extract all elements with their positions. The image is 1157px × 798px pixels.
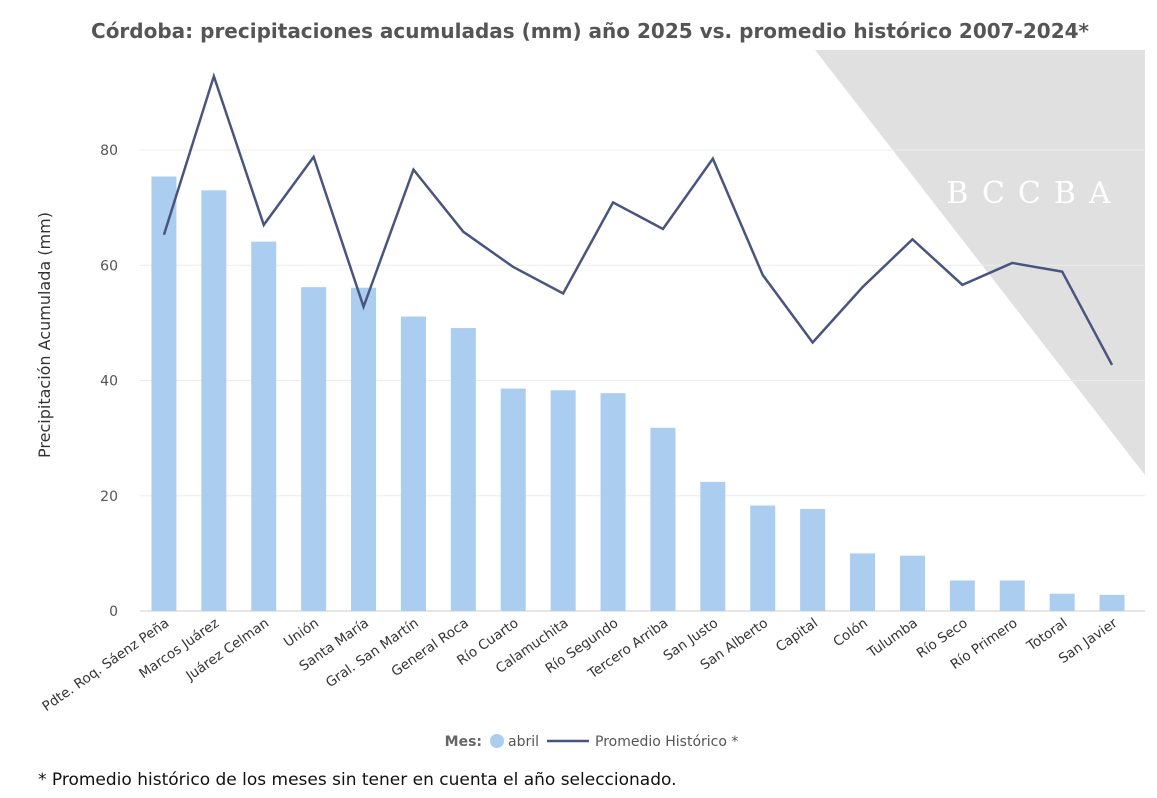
legend-title: Mes: — [445, 734, 482, 750]
x-tick-label: Juárez Celman — [182, 615, 272, 684]
plot-area — [140, 72, 1145, 612]
y-axis-label: Precipitación Acumulada (mm) — [35, 212, 54, 458]
footnote: * Promedio histórico de los meses sin te… — [38, 770, 677, 790]
bar — [301, 287, 327, 611]
y-tick-label: 60 — [100, 258, 118, 274]
line — [162, 72, 1114, 366]
x-tick-label: Capital — [773, 615, 821, 655]
bar — [351, 287, 377, 611]
legend-label: abril — [508, 734, 539, 750]
y-tick-label: 40 — [100, 374, 118, 390]
bar — [600, 393, 626, 611]
bar — [1049, 593, 1075, 611]
legend-marker — [490, 734, 504, 748]
bar — [1099, 594, 1125, 611]
x-tick-label: Tulumba — [864, 615, 921, 661]
legend-label: Promedio Histórico * — [595, 734, 738, 750]
bar — [850, 553, 876, 611]
bar — [151, 176, 177, 611]
x-tick-label: Unión — [281, 615, 322, 650]
bar — [899, 555, 925, 611]
bar — [550, 390, 576, 611]
bar — [201, 190, 227, 611]
watermark: BCCBA — [946, 176, 1123, 211]
bar — [500, 388, 526, 611]
bar — [650, 427, 676, 611]
y-tick-label: 20 — [100, 489, 118, 505]
y-tick-label: 0 — [109, 604, 118, 620]
chart-title: Córdoba: precipitaciones acumuladas (mm)… — [91, 19, 1090, 43]
bar — [999, 580, 1025, 611]
watermark-shape — [815, 50, 1145, 475]
x-tick-label: Colón — [830, 615, 871, 650]
bar — [400, 316, 426, 611]
y-tick-label: 80 — [100, 143, 118, 159]
bar — [800, 509, 826, 611]
bar — [750, 505, 776, 611]
bar — [949, 580, 975, 611]
bar — [700, 481, 726, 611]
bar — [251, 241, 277, 611]
bar — [450, 328, 476, 611]
